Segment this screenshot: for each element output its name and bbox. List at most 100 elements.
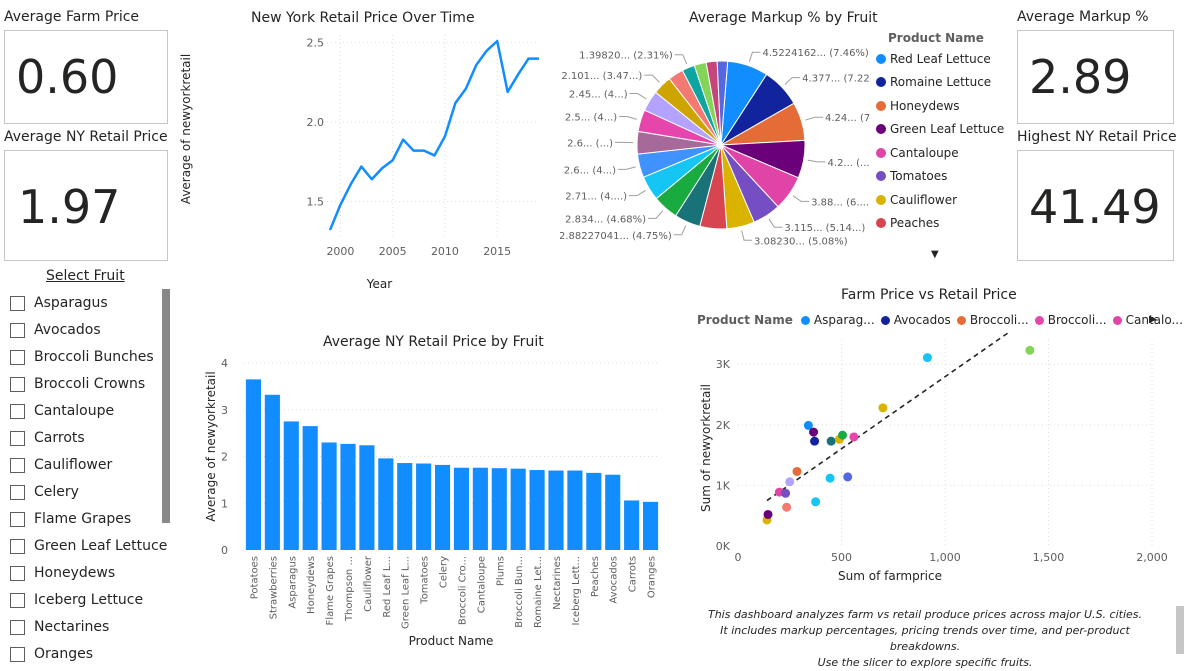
scatter-legend-item[interactable]: Cantalo... [1113, 313, 1183, 327]
slicer-item[interactable]: Cauliflower [10, 454, 112, 476]
checkbox[interactable] [10, 323, 25, 338]
avg-ny-retail-title: Average NY Retail Price [4, 129, 168, 145]
bar [530, 470, 545, 550]
scatter-legend-next-icon[interactable]: ▶ [1149, 314, 1157, 325]
scatter-point [838, 431, 847, 440]
scatter-legend-item[interactable]: Avocados [881, 313, 951, 327]
legend-marker [881, 316, 890, 325]
checkbox[interactable] [10, 647, 25, 662]
pie-legend-item[interactable]: Red Leaf Lettuce [876, 47, 1016, 71]
pie-leader-line [630, 94, 647, 99]
y-axis-label: Average of newyorkretail [179, 54, 193, 204]
checkbox[interactable] [10, 593, 25, 608]
x-tick-label: Cantaloupe [476, 556, 487, 613]
pie-data-label: 2.6... (...) [567, 138, 613, 149]
scatter-point [1025, 346, 1034, 355]
checkbox[interactable] [10, 296, 25, 311]
pie-legend-scroll-down-icon[interactable]: ▼ [931, 249, 939, 260]
pie-leader-line [619, 117, 637, 120]
slicer-item[interactable]: Honeydews [10, 562, 115, 584]
pie-leader-line [808, 160, 826, 162]
slicer-item[interactable]: Carrots [10, 427, 85, 449]
slicer-item[interactable]: Nectarines [10, 616, 109, 638]
y-tick-label: 2.0 [307, 116, 325, 129]
bar [435, 465, 450, 550]
avg-farm-price-title: Average Farm Price [4, 9, 139, 25]
scatter-point [764, 510, 773, 519]
slicer-item[interactable]: Oranges [10, 643, 93, 665]
legend-marker [801, 316, 810, 325]
avg-markup-title: Average Markup % [1017, 9, 1149, 25]
legend-marker [876, 54, 886, 64]
checkbox[interactable] [10, 350, 25, 365]
checkbox[interactable] [10, 620, 25, 635]
pie-legend-item[interactable]: Peaches [876, 212, 1016, 236]
x-tick-label: 2,000 [1136, 551, 1168, 564]
legend-marker [1035, 316, 1044, 325]
slicer-item[interactable]: Broccoli Bunches [10, 346, 154, 368]
description-line: It includes markup percentages, pricing … [690, 623, 1160, 655]
scatter-legend-item[interactable]: Broccoli... [1035, 313, 1107, 327]
legend-marker [876, 195, 886, 205]
checkbox[interactable] [10, 539, 25, 554]
slicer-scrollbar-thumb[interactable] [162, 289, 170, 523]
line-point [380, 166, 384, 170]
x-tick-label: 2010 [431, 245, 459, 258]
pie-data-label: 2.101... (3.47...) [561, 71, 642, 82]
pie-leader-line [674, 226, 686, 235]
pie-legend-item[interactable]: Cantaloupe [876, 141, 1016, 165]
x-tick-label: Tomatoes [420, 556, 431, 605]
pie-data-label: 2.834... (4.68%) [565, 214, 646, 225]
y-tick-label: 2.5 [307, 37, 325, 50]
slicer-item[interactable]: Broccoli Crowns [10, 373, 145, 395]
pie-legend-item[interactable]: Cauliflower [876, 188, 1016, 212]
slicer-item-label: Asparagus [34, 295, 108, 311]
slicer-item[interactable]: Avocados [10, 319, 101, 341]
scatter-point [792, 467, 801, 476]
scatter-legend-label: Asparag... [814, 313, 875, 327]
checkbox[interactable] [10, 512, 25, 527]
bar [624, 500, 639, 550]
checkbox[interactable] [10, 485, 25, 500]
slicer-item[interactable]: Asparagus [10, 292, 108, 314]
pie-legend-label: Romaine Lettuce [890, 75, 991, 89]
x-tick-label: 2000 [326, 245, 354, 258]
scatter-point [849, 432, 858, 441]
checkbox[interactable] [10, 431, 25, 446]
x-tick-label: 2015 [483, 245, 511, 258]
pie-legend-label: Tomatoes [890, 169, 947, 183]
page-scrollbar-thumb[interactable] [1176, 606, 1184, 654]
scatter-legend-item[interactable]: Broccoli... [957, 313, 1029, 327]
legend-marker [876, 148, 886, 158]
pie-legend-item[interactable]: Tomatoes [876, 165, 1016, 189]
pie-legend-item[interactable]: Green Leaf Lettuce [876, 118, 1016, 142]
checkbox[interactable] [10, 566, 25, 581]
slicer-item[interactable]: Iceberg Lettuce [10, 589, 143, 611]
avg-markup-value: 2.89 [1029, 50, 1131, 104]
scatter-point [827, 437, 836, 446]
pie-leader-line [648, 211, 663, 218]
pie-leader-line [793, 196, 809, 202]
slicer-item[interactable]: Flame Grapes [10, 508, 131, 530]
pie-legend-item[interactable]: Honeydews [876, 94, 1016, 118]
slicer-item[interactable]: Green Leaf Lettuce [10, 535, 167, 557]
legend-marker [1113, 316, 1122, 325]
highest-ny-retail-title: Highest NY Retail Price [1017, 129, 1177, 145]
slicer-item[interactable]: Cantaloupe [10, 400, 114, 422]
slicer-item-label: Cauliflower [34, 457, 112, 473]
checkbox[interactable] [10, 404, 25, 419]
scatter-legend-item[interactable]: Asparag... [801, 313, 875, 327]
line-chart-title: New York Retail Price Over Time [251, 10, 475, 26]
scatter-point [810, 437, 819, 446]
x-tick-label: Cauliflower [363, 555, 374, 612]
pie-legend-item[interactable]: Romaine Lettuce [876, 71, 1016, 95]
checkbox[interactable] [10, 458, 25, 473]
checkbox[interactable] [10, 377, 25, 392]
slicer-item[interactable]: Celery [10, 481, 79, 503]
pie-chart[interactable]: 4.5224162... (7.46%)4.377... (7.22...)4.… [560, 30, 870, 250]
y-tick-label: 3K [716, 358, 731, 371]
line-point [537, 57, 541, 61]
